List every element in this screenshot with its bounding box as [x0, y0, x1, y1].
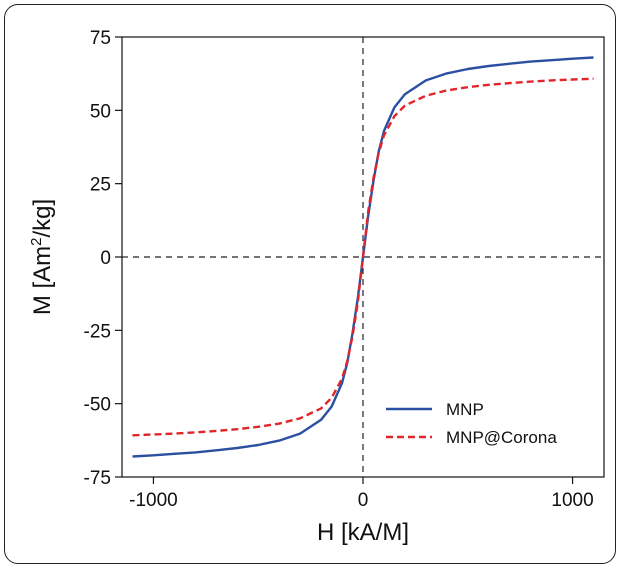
- legend-label-mnp: MNP: [446, 400, 484, 419]
- y-tick-label: -50: [84, 395, 111, 416]
- x-tick-label: 0: [358, 490, 369, 511]
- legend: MNP MNP@Corona: [386, 400, 557, 447]
- y-tick-label: 75: [90, 28, 111, 49]
- y-tick-label: 25: [90, 175, 111, 196]
- x-tick-label: 1000: [551, 490, 593, 511]
- magnetization-chart: 75 50 25 0 -25 -50 -75 -1000 0 1000 H [kA/M] M [A…: [28, 28, 605, 546]
- y-axis-title-tail: /kg]: [29, 199, 56, 238]
- x-axis-title: H [kA/M]: [317, 519, 409, 546]
- y-axis-title-main: M [Am: [29, 246, 56, 315]
- axis-ticks: 75 50 25 0 -25 -50 -75 -1000 0 1000: [84, 28, 594, 511]
- series-line-mnp-corona: [132, 77, 594, 437]
- x-tick-label: -1000: [129, 490, 178, 511]
- series-layer: [132, 56, 594, 458]
- legend-label-mnp-corona: MNP@Corona: [446, 428, 557, 447]
- y-tick-label: -25: [84, 321, 111, 342]
- y-axis-title-superscript: 2: [28, 238, 45, 246]
- y-tick-label: 50: [90, 101, 111, 122]
- y-tick-label: -75: [84, 468, 111, 489]
- y-axis-title: M [Am2/kg]: [28, 199, 56, 315]
- y-tick-label: 0: [100, 248, 111, 269]
